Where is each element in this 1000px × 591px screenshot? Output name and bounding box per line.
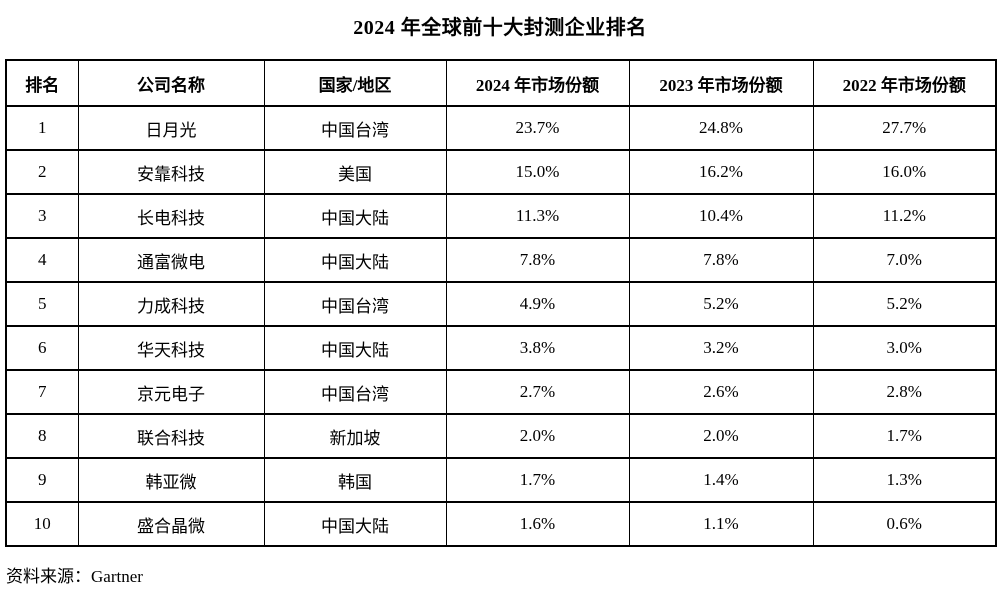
cell-share-2024: 11.3% [445,193,630,239]
cell-share-2024: 7.8% [445,237,630,283]
cell-share-2023: 7.8% [628,237,814,283]
cell-company: 华天科技 [77,325,265,371]
cell-share-2022: 27.7% [812,105,997,151]
cell-share-2022: 16.0% [812,149,997,195]
cell-rank: 5 [5,281,79,327]
cell-region: 韩国 [263,457,447,503]
cell-company: 力成科技 [77,281,265,327]
cell-rank: 10 [5,501,79,547]
table-row: 4 通富微电 中国大陆 7.8% 7.8% 7.0% [5,237,997,283]
cell-company: 安靠科技 [77,149,265,195]
cell-rank: 1 [5,105,79,151]
cell-rank: 4 [5,237,79,283]
cell-company: 长电科技 [77,193,265,239]
column-header-region: 国家/地区 [263,59,447,107]
cell-region: 中国大陆 [263,193,447,239]
cell-share-2024: 2.7% [445,369,630,415]
cell-region: 中国台湾 [263,369,447,415]
cell-region: 中国台湾 [263,281,447,327]
table-row: 3 长电科技 中国大陆 11.3% 10.4% 11.2% [5,193,997,239]
cell-share-2023: 16.2% [628,149,814,195]
cell-share-2024: 3.8% [445,325,630,371]
cell-company: 盛合晶微 [77,501,265,547]
table-row: 6 华天科技 中国大陆 3.8% 3.2% 3.0% [5,325,997,371]
cell-region: 新加坡 [263,413,447,459]
cell-rank: 6 [5,325,79,371]
cell-region: 中国台湾 [263,105,447,151]
cell-company: 通富微电 [77,237,265,283]
cell-rank: 7 [5,369,79,415]
cell-share-2022: 1.7% [812,413,997,459]
cell-region: 中国大陆 [263,501,447,547]
cell-share-2024: 1.7% [445,457,630,503]
cell-share-2022: 2.8% [812,369,997,415]
cell-share-2024: 4.9% [445,281,630,327]
cell-share-2022: 3.0% [812,325,997,371]
table-header-row: 排名 公司名称 国家/地区 2024 年市场份额 2023 年市场份额 2022… [5,59,997,107]
cell-share-2024: 23.7% [445,105,630,151]
column-header-share-2022: 2022 年市场份额 [812,59,997,107]
table-row: 2 安靠科技 美国 15.0% 16.2% 16.0% [5,149,997,195]
cell-rank: 3 [5,193,79,239]
column-header-company: 公司名称 [77,59,265,107]
ranking-table: 排名 公司名称 国家/地区 2024 年市场份额 2023 年市场份额 2022… [5,59,997,547]
cell-rank: 2 [5,149,79,195]
table-row: 9 韩亚微 韩国 1.7% 1.4% 1.3% [5,457,997,503]
cell-region: 美国 [263,149,447,195]
cell-company: 韩亚微 [77,457,265,503]
column-header-share-2024: 2024 年市场份额 [445,59,630,107]
table-title: 2024 年全球前十大封测企业排名 [353,17,647,39]
cell-share-2022: 0.6% [812,501,997,547]
cell-share-2024: 15.0% [445,149,630,195]
cell-share-2023: 24.8% [628,105,814,151]
cell-share-2023: 3.2% [628,325,814,371]
cell-share-2024: 1.6% [445,501,630,547]
cell-share-2022: 11.2% [812,193,997,239]
column-header-share-2023: 2023 年市场份额 [628,59,814,107]
table-row: 7 京元电子 中国台湾 2.7% 2.6% 2.8% [5,369,997,415]
cell-share-2023: 1.4% [628,457,814,503]
cell-share-2024: 2.0% [445,413,630,459]
table-row: 1 日月光 中国台湾 23.7% 24.8% 27.7% [5,105,997,151]
cell-company: 日月光 [77,105,265,151]
data-source-note: 资料来源：Gartner [6,567,143,586]
cell-rank: 9 [5,457,79,503]
cell-share-2023: 5.2% [628,281,814,327]
cell-region: 中国大陆 [263,237,447,283]
cell-region: 中国大陆 [263,325,447,371]
table-row: 5 力成科技 中国台湾 4.9% 5.2% 5.2% [5,281,997,327]
cell-share-2023: 1.1% [628,501,814,547]
cell-share-2022: 1.3% [812,457,997,503]
cell-share-2023: 10.4% [628,193,814,239]
cell-share-2022: 5.2% [812,281,997,327]
cell-share-2022: 7.0% [812,237,997,283]
cell-company: 联合科技 [77,413,265,459]
cell-share-2023: 2.6% [628,369,814,415]
table-row: 10 盛合晶微 中国大陆 1.6% 1.1% 0.6% [5,501,997,547]
cell-share-2023: 2.0% [628,413,814,459]
table-row: 8 联合科技 新加坡 2.0% 2.0% 1.7% [5,413,997,459]
cell-company: 京元电子 [77,369,265,415]
column-header-rank: 排名 [5,59,79,107]
cell-rank: 8 [5,413,79,459]
